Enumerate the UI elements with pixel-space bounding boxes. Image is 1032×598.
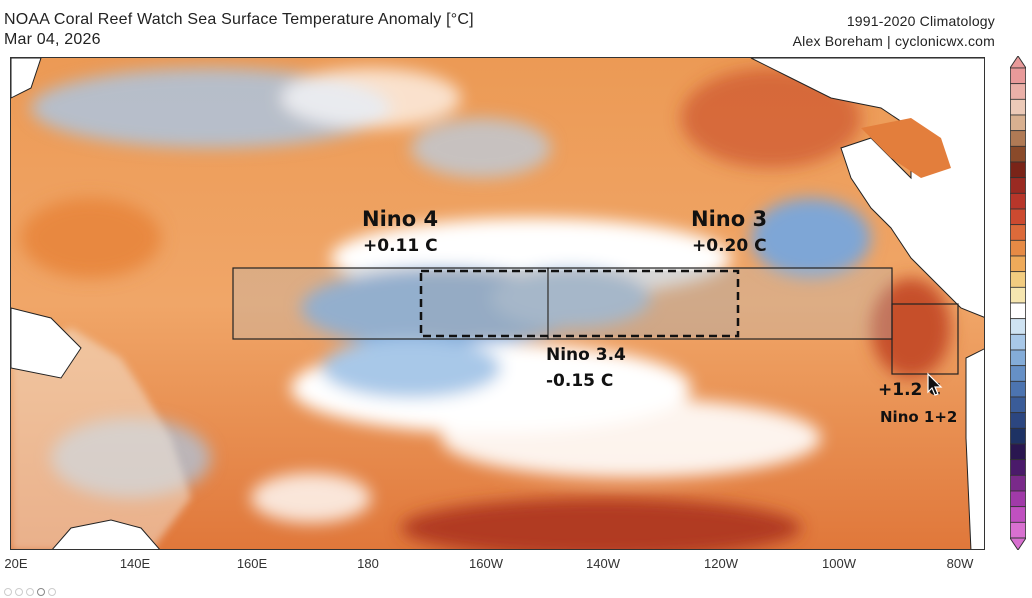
colorbar-swatch bbox=[1010, 474, 1026, 492]
colorbar-swatch bbox=[1010, 380, 1026, 398]
colorbar-swatch bbox=[1010, 349, 1026, 367]
colorbar-swatch bbox=[1010, 333, 1026, 351]
colorbar-swatch bbox=[1010, 412, 1026, 429]
colorbar-swatch bbox=[1010, 145, 1026, 163]
x-tick: 140W bbox=[586, 556, 620, 571]
nino4-label: Nino 4 bbox=[362, 207, 439, 231]
land-asia bbox=[11, 58, 82, 379]
colorbar-swatch bbox=[1010, 286, 1026, 304]
map-title: NOAA Coral Reef Watch Sea Surface Temper… bbox=[4, 11, 474, 28]
colorbar-swatch bbox=[1010, 130, 1026, 147]
nino34-box bbox=[419, 269, 740, 338]
colorbar-swatch bbox=[1010, 427, 1026, 445]
colorbar-swatch bbox=[1010, 67, 1026, 85]
land-south-america bbox=[965, 348, 984, 549]
colorbar-swatch bbox=[1010, 239, 1026, 257]
colorbar-swatch bbox=[1010, 255, 1026, 273]
nino3-box bbox=[547, 267, 893, 340]
colorbar-swatch bbox=[1010, 192, 1026, 210]
anomaly-field bbox=[21, 68, 951, 549]
colorbar-swatch bbox=[1010, 318, 1026, 335]
colorbar-swatch bbox=[1010, 365, 1026, 382]
nino12-label: Nino 1+2 bbox=[880, 408, 958, 426]
nino12-value: +1.2 C bbox=[878, 380, 941, 400]
nino3-value: +0.20 C bbox=[692, 236, 767, 256]
nino34-value: -0.15 C bbox=[546, 371, 614, 391]
sst-anomaly-map bbox=[10, 57, 985, 550]
land-americas bbox=[750, 58, 984, 318]
land-australia bbox=[52, 519, 160, 549]
x-tick: 160W bbox=[469, 556, 503, 571]
colorbar-extend-max bbox=[1010, 56, 1026, 69]
colorbar-swatch bbox=[1010, 271, 1026, 288]
x-tick: 140E bbox=[119, 556, 151, 571]
nino12-box bbox=[891, 303, 959, 375]
map-date: Mar 04, 2026 bbox=[4, 31, 101, 48]
credit-label: Alex Boreham | cyclonicwx.com bbox=[792, 33, 995, 49]
back-icon[interactable] bbox=[15, 588, 23, 596]
x-tick: 20E bbox=[4, 556, 28, 571]
map-canvas bbox=[11, 58, 984, 549]
colorbar-swatch bbox=[1010, 161, 1026, 179]
colorbar-swatch bbox=[1010, 224, 1026, 241]
nino34-label: Nino 3.4 bbox=[546, 345, 626, 365]
mouse-cursor-icon bbox=[927, 372, 943, 396]
colorbar-swatch bbox=[1010, 302, 1026, 320]
colorbar-swatch bbox=[1010, 114, 1026, 132]
colorbar bbox=[1010, 56, 1026, 550]
nino4-box bbox=[232, 267, 549, 340]
x-tick: 180 bbox=[357, 556, 379, 571]
nino3-label: Nino 3 bbox=[691, 207, 768, 231]
colorbar-swatch bbox=[1010, 98, 1026, 116]
land-gulf-mexico-water bbox=[861, 118, 951, 178]
colorbar-swatch bbox=[1010, 443, 1026, 461]
colorbar-swatch bbox=[1010, 396, 1026, 414]
colorbar-extend-min bbox=[1010, 537, 1026, 550]
colorbar-swatch bbox=[1010, 506, 1026, 523]
x-tick: 100W bbox=[822, 556, 856, 571]
colorbar-swatch bbox=[1010, 490, 1026, 508]
colorbar-swatch bbox=[1010, 459, 1026, 476]
x-tick: 160E bbox=[236, 556, 268, 571]
x-tick: 120W bbox=[704, 556, 738, 571]
forward-icon[interactable] bbox=[26, 588, 34, 596]
colorbar-swatch bbox=[1010, 208, 1026, 226]
nino4-value: +0.11 C bbox=[363, 236, 438, 256]
colorbar-swatch bbox=[1010, 83, 1026, 100]
x-tick: 80W bbox=[946, 556, 974, 571]
pan-icon[interactable] bbox=[37, 588, 45, 596]
home-icon[interactable] bbox=[4, 588, 12, 596]
colorbar-swatch bbox=[1010, 177, 1026, 194]
climatology-label: 1991-2020 Climatology bbox=[846, 13, 995, 29]
zoom-icon[interactable] bbox=[48, 588, 56, 596]
colorbar-swatch bbox=[1010, 521, 1026, 539]
